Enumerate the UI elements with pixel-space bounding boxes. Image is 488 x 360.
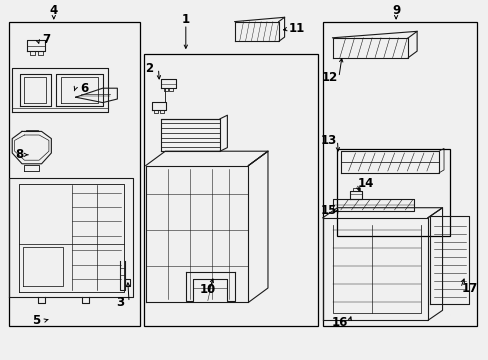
Text: 7: 7 [42, 33, 50, 46]
Text: 2: 2 [145, 62, 153, 75]
Text: 17: 17 [460, 282, 477, 294]
Bar [337, 149, 449, 236]
Text: 8: 8 [16, 148, 23, 161]
Text: 9: 9 [391, 4, 399, 17]
Text: 4: 4 [50, 4, 58, 17]
Text: 12: 12 [321, 71, 338, 84]
Text: 15: 15 [320, 204, 336, 217]
Text: 13: 13 [320, 134, 336, 147]
Bar [322, 22, 476, 326]
Text: 5: 5 [32, 314, 40, 327]
Text: 11: 11 [288, 22, 305, 35]
Text: 1: 1 [182, 13, 189, 26]
Bar [9, 22, 140, 326]
Text: 3: 3 [116, 296, 124, 309]
Text: 6: 6 [80, 82, 88, 95]
Bar [144, 54, 317, 326]
Text: 16: 16 [331, 316, 348, 329]
Text: 14: 14 [357, 177, 373, 190]
Text: 10: 10 [199, 283, 216, 296]
